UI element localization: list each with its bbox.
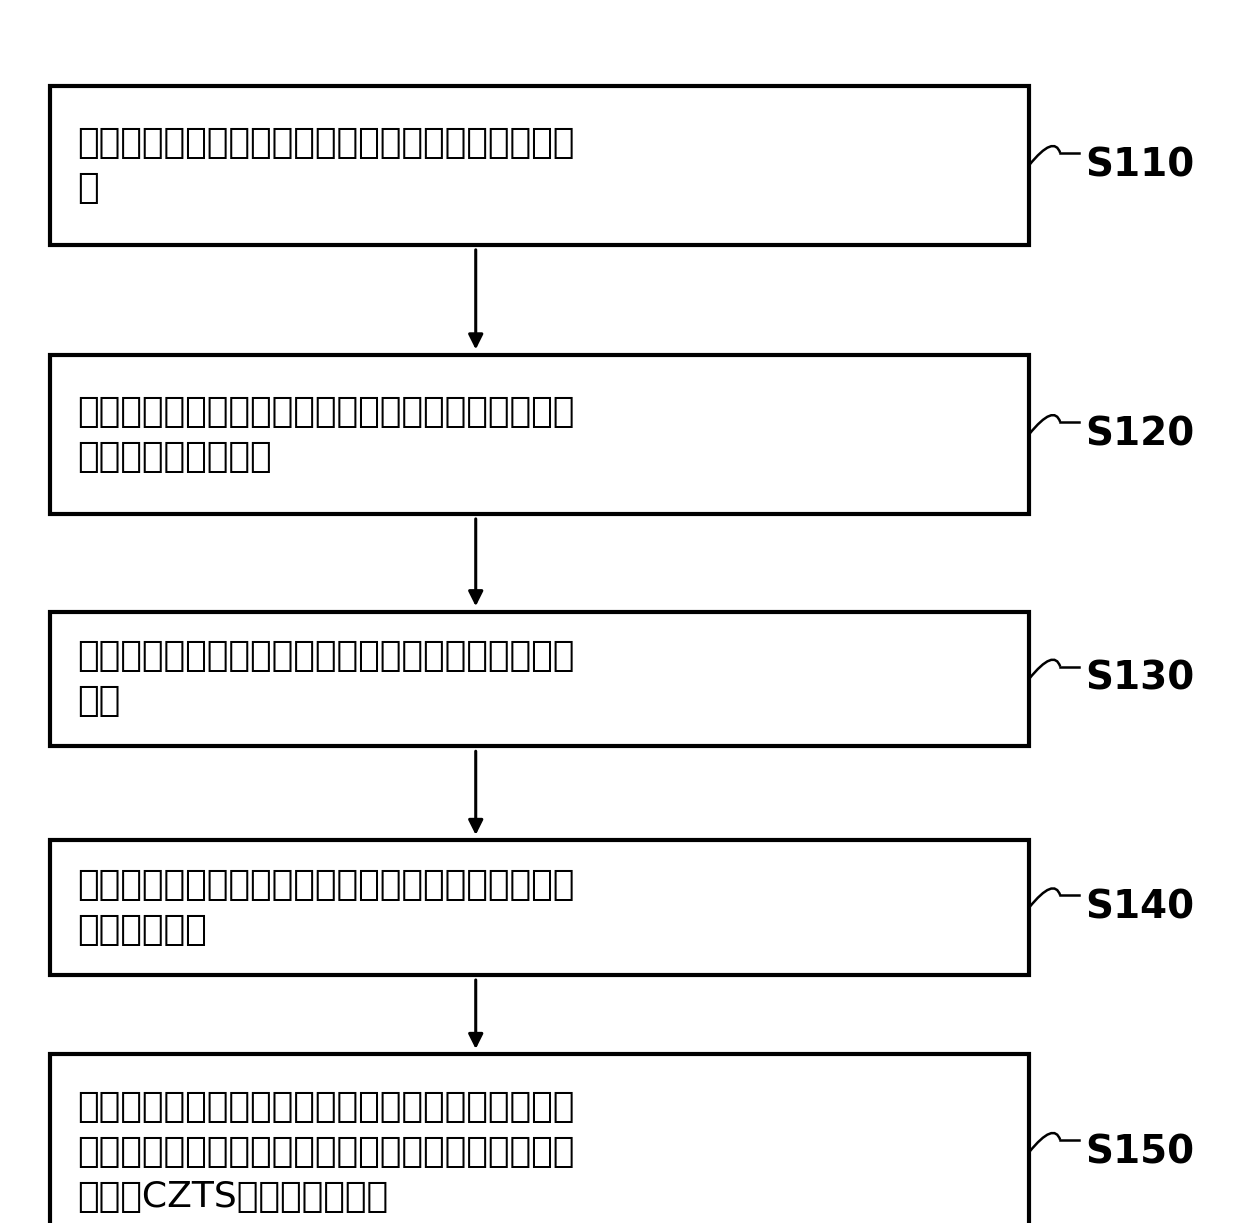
Bar bbox=[50, 1054, 1029, 1223]
Text: 制备依次层叠于吸收层上的缓冲层、窗口层和透明电
极层: 制备依次层叠于吸收层上的缓冲层、窗口层和透明电 极层 bbox=[77, 640, 574, 718]
Text: S130: S130 bbox=[1085, 659, 1194, 698]
Text: S150: S150 bbox=[1085, 1132, 1194, 1172]
Text: 提供刚性衬底，制备层叠于刚性衬底上的临时背电极
层: 提供刚性衬底，制备层叠于刚性衬底上的临时背电极 层 bbox=[77, 126, 574, 204]
Text: 分离刚性衬底和柔性衬底，使吸收层与临时背电极层
分离，在吸收层的远离缓冲层的表面上制备背电极层
，得到CZTS柔性太阳能电池: 分离刚性衬底和柔性衬底，使吸收层与临时背电极层 分离，在吸收层的远离缓冲层的表面… bbox=[77, 1090, 574, 1214]
Text: S110: S110 bbox=[1085, 146, 1194, 185]
Bar bbox=[50, 86, 1029, 245]
Bar bbox=[50, 612, 1029, 746]
Text: S140: S140 bbox=[1085, 888, 1194, 927]
Bar bbox=[50, 840, 1029, 975]
Text: 制备层叠于临时背电极层上的吸收层，吸收层为铜锌
锡硫层或铜锌锡硒层: 制备层叠于临时背电极层上的吸收层，吸收层为铜锌 锡硫层或铜锌锡硒层 bbox=[77, 395, 574, 473]
Text: 提供柔性衬底，并将柔性衬底的表面通过粘胶贴合于
透明电极层上: 提供柔性衬底，并将柔性衬底的表面通过粘胶贴合于 透明电极层上 bbox=[77, 868, 574, 947]
Text: S120: S120 bbox=[1085, 415, 1194, 454]
Bar bbox=[50, 355, 1029, 514]
